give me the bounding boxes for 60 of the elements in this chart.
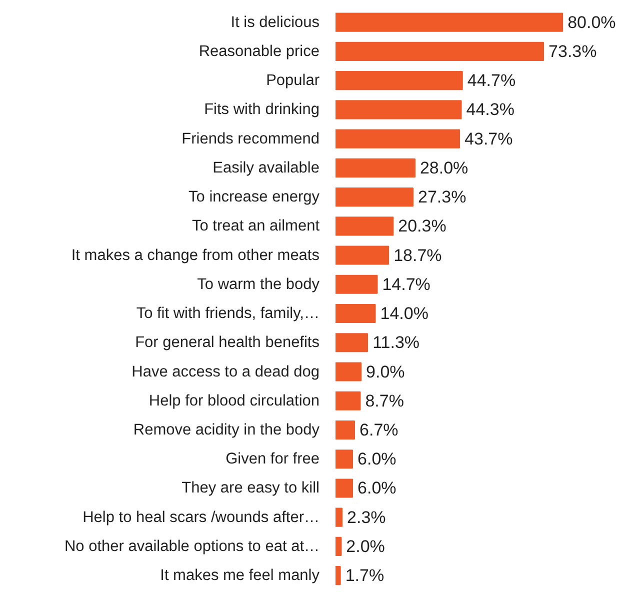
- data-label: 44.7%: [467, 71, 516, 90]
- y-tick-label: It is delicious: [230, 14, 320, 31]
- y-tick-label: It makes a change from other meats: [71, 246, 320, 264]
- bar: [336, 478, 354, 498]
- bar: [336, 188, 414, 207]
- y-tick-label: To fit with friends, family,…: [136, 305, 320, 322]
- bar: [336, 566, 341, 586]
- y-tick-label: They are easy to kill: [182, 480, 320, 497]
- bar: [336, 274, 378, 294]
- y-tick-label: No other available options to eat at…: [64, 538, 320, 555]
- data-label: 9.0%: [366, 362, 405, 382]
- data-label: 6.7%: [360, 420, 398, 440]
- bar: [336, 536, 342, 556]
- bar: [336, 158, 416, 178]
- bar: [336, 508, 343, 527]
- bar: [336, 333, 368, 352]
- data-label: 18.7%: [394, 246, 442, 265]
- y-tick-label: For general health benefits: [135, 334, 320, 352]
- y-tick-label: Fits with drinking: [204, 101, 320, 118]
- y-tick-label: To treat an ailment: [192, 218, 320, 235]
- data-label: 14.0%: [380, 304, 428, 324]
- y-tick-label: Given for free: [226, 450, 320, 468]
- y-tick-label: Friends recommend: [182, 130, 320, 148]
- bar: [336, 246, 390, 265]
- bar: [336, 42, 544, 61]
- data-label: 6.0%: [358, 478, 396, 498]
- data-label: 11.3%: [372, 333, 420, 352]
- data-label: 44.3%: [466, 100, 514, 120]
- data-label: 2.0%: [346, 536, 385, 556]
- data-label: 6.0%: [358, 450, 396, 469]
- bar: [336, 100, 462, 120]
- data-label: 20.3%: [398, 216, 446, 236]
- data-label: 8.7%: [365, 391, 404, 410]
- data-label: 73.3%: [548, 42, 597, 61]
- y-tick-label: Remove acidity in the body: [133, 421, 320, 438]
- y-tick-label: To warm the body: [197, 276, 320, 293]
- y-tick-label: Reasonable price: [198, 42, 320, 60]
- bar: [336, 12, 564, 32]
- data-label: 2.3%: [347, 508, 386, 527]
- y-tick-label: Have access to a dead dog: [132, 363, 320, 380]
- data-label: 28.0%: [420, 158, 468, 178]
- bar: [336, 304, 376, 324]
- y-tick-label: It makes me feel manly: [160, 567, 320, 584]
- data-label: 27.3%: [418, 188, 466, 207]
- bar: [336, 450, 354, 469]
- y-tick-label: Help to heal scars /wounds after…: [82, 508, 320, 526]
- data-label: 1.7%: [345, 566, 384, 586]
- data-label: 43.7%: [464, 129, 513, 148]
- data-label: 14.7%: [382, 274, 430, 294]
- y-tick-label: To increase energy: [188, 188, 320, 206]
- bar: [336, 420, 356, 440]
- y-tick-label: Help for blood circulation: [148, 392, 320, 410]
- y-tick-label: Easily available: [212, 159, 320, 176]
- bar: [336, 391, 361, 410]
- bar: [336, 129, 460, 148]
- data-label: 80.0%: [568, 12, 616, 32]
- y-tick-label: Popular: [266, 72, 320, 90]
- bar: [336, 71, 463, 90]
- bar: [336, 362, 362, 382]
- bar: [336, 216, 394, 236]
